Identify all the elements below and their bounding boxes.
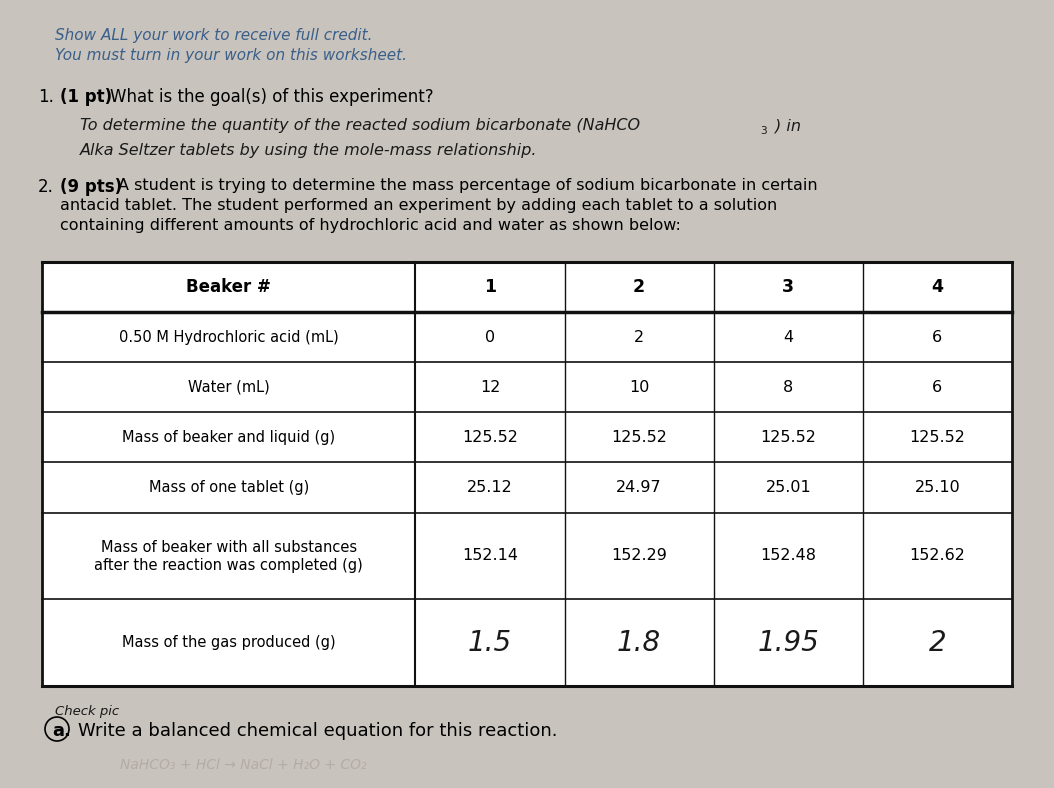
Text: Show ALL your work to receive full credit.: Show ALL your work to receive full credi…	[55, 28, 372, 43]
Text: To determine the quantity of the reacted sodium bicarbonate (NaHCO: To determine the quantity of the reacted…	[80, 118, 640, 133]
Text: Water (mL): Water (mL)	[188, 380, 270, 395]
Text: 125.52: 125.52	[611, 430, 667, 445]
Text: 125.52: 125.52	[462, 430, 518, 445]
Text: (9 pts): (9 pts)	[60, 178, 122, 196]
Text: (1 pt): (1 pt)	[60, 88, 112, 106]
Text: Check pic: Check pic	[55, 705, 119, 718]
Text: 12: 12	[480, 380, 501, 395]
Text: Mass of beaker and liquid (g): Mass of beaker and liquid (g)	[122, 430, 335, 445]
Bar	[42, 262, 1012, 686]
Text: What is the goal(s) of this experiment?: What is the goal(s) of this experiment?	[110, 88, 433, 106]
Text: 25.01: 25.01	[765, 480, 812, 495]
Text: 1: 1	[484, 278, 496, 296]
Text: 25.10: 25.10	[915, 480, 960, 495]
Text: Mass of one tablet (g): Mass of one tablet (g)	[149, 480, 309, 495]
Text: 1.: 1.	[38, 88, 54, 106]
Text: Beaker #: Beaker #	[187, 278, 271, 296]
Text: 6: 6	[933, 380, 942, 395]
Text: 8: 8	[783, 380, 794, 395]
Text: 152.14: 152.14	[462, 548, 518, 563]
Text: containing different amounts of hydrochloric acid and water as shown below:: containing different amounts of hydrochl…	[60, 218, 681, 233]
Text: 3: 3	[782, 278, 795, 296]
Text: 0: 0	[485, 329, 495, 344]
Text: $_{3}$: $_{3}$	[760, 122, 768, 137]
Text: Write a balanced chemical equation for this reaction.: Write a balanced chemical equation for t…	[78, 722, 558, 740]
Text: after the reaction was completed (g): after the reaction was completed (g)	[95, 559, 363, 574]
Text: Alka Seltzer tablets by using the mole-mass relationship.: Alka Seltzer tablets by using the mole-m…	[80, 143, 538, 158]
Text: 0.50 M Hydrochloric acid (mL): 0.50 M Hydrochloric acid (mL)	[119, 329, 338, 344]
Text: 1.8: 1.8	[617, 629, 661, 656]
Text: You must turn in your work on this worksheet.: You must turn in your work on this works…	[55, 48, 407, 63]
Text: 1.5: 1.5	[468, 629, 512, 656]
Text: 125.52: 125.52	[910, 430, 965, 445]
Text: 152.62: 152.62	[910, 548, 965, 563]
Text: antacid tablet. The student performed an experiment by adding each tablet to a s: antacid tablet. The student performed an…	[60, 198, 777, 213]
Text: 1.95: 1.95	[758, 629, 819, 656]
Text: 24.97: 24.97	[617, 480, 662, 495]
Text: 2: 2	[635, 329, 644, 344]
Text: 2: 2	[929, 629, 946, 656]
Text: 4: 4	[783, 329, 794, 344]
Text: 125.52: 125.52	[760, 430, 816, 445]
Text: 10: 10	[629, 380, 649, 395]
Text: NaHCO₃ + HCl → NaCl + H₂O + CO₂: NaHCO₃ + HCl → NaCl + H₂O + CO₂	[120, 758, 367, 772]
Text: 2: 2	[633, 278, 645, 296]
Text: 2.: 2.	[38, 178, 54, 196]
Text: A student is trying to determine the mass percentage of sodium bicarbonate in ce: A student is trying to determine the mas…	[118, 178, 818, 193]
Text: a.: a.	[52, 722, 71, 740]
Text: 4: 4	[932, 278, 943, 296]
Text: 152.48: 152.48	[760, 548, 816, 563]
Text: Mass of beaker with all substances: Mass of beaker with all substances	[101, 541, 357, 556]
Text: 6: 6	[933, 329, 942, 344]
Text: 25.12: 25.12	[467, 480, 513, 495]
Text: 152.29: 152.29	[611, 548, 667, 563]
Text: ) in: ) in	[775, 118, 801, 133]
Text: Mass of the gas produced (g): Mass of the gas produced (g)	[122, 635, 335, 650]
